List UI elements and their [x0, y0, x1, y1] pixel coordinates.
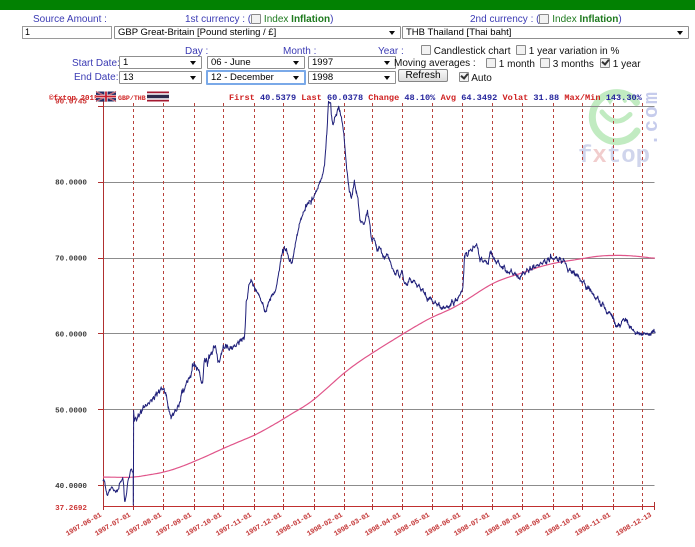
svg-text:Last: Last [301, 93, 322, 103]
svg-text:48.10%: 48.10% [404, 93, 436, 103]
svg-text:70.0000: 70.0000 [55, 256, 87, 264]
svg-text:60.0378: 60.0378 [327, 93, 363, 103]
svg-text:31.88: 31.88 [533, 93, 559, 103]
svg-text:GBP/THB: GBP/THB [118, 95, 146, 102]
svg-text:40.0000: 40.0000 [55, 483, 87, 491]
svg-text:1998-12-13: 1998-12-13 [615, 512, 654, 539]
svg-text:.com: .com [641, 90, 664, 146]
svg-text:37.2692: 37.2692 [55, 505, 87, 513]
svg-text:64.3492: 64.3492 [461, 93, 497, 103]
svg-text:Max/Min: Max/Min [564, 93, 600, 103]
svg-text:Avg: Avg [441, 93, 456, 103]
svg-text:40.5379: 40.5379 [260, 93, 296, 103]
svg-text:80.0000: 80.0000 [55, 180, 87, 188]
svg-text:Volat: Volat [503, 93, 529, 103]
svg-text:60.0000: 60.0000 [55, 331, 87, 339]
svg-text:fxtop: fxtop [578, 143, 650, 170]
svg-text:50.0000: 50.0000 [55, 407, 87, 415]
svg-text:First: First [229, 93, 255, 103]
svg-text:143.30%: 143.30% [606, 93, 643, 103]
svg-text:90.6745: 90.6745 [55, 99, 87, 107]
svg-text:Change: Change [368, 93, 399, 103]
svg-text:©fxtop 2015: ©fxtop 2015 [49, 94, 99, 103]
